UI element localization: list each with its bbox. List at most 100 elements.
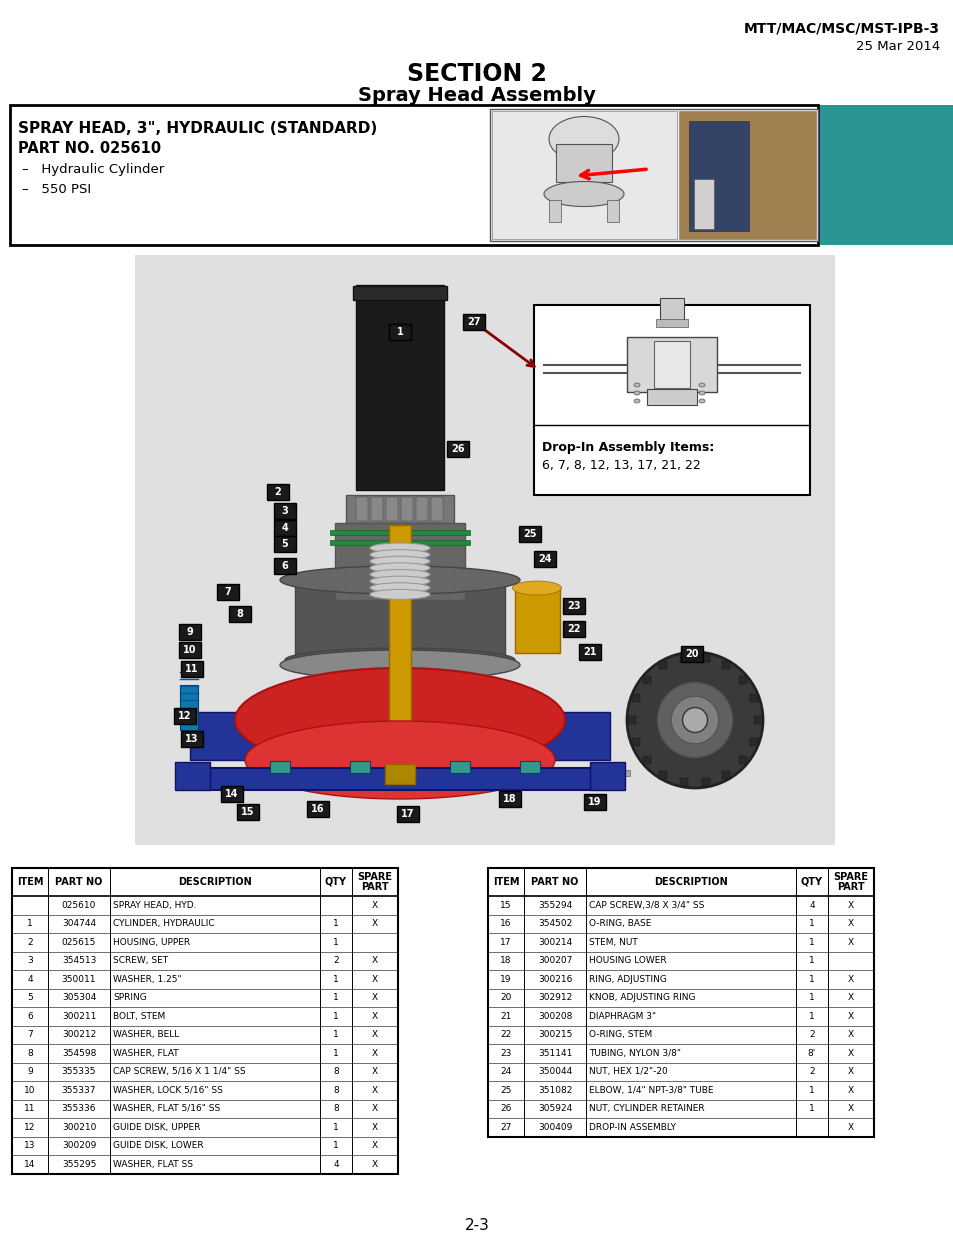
- Text: X: X: [847, 974, 853, 984]
- Text: X: X: [372, 919, 377, 929]
- Text: X: X: [847, 1086, 853, 1094]
- Bar: [578, 643, 600, 659]
- Text: MTT/MAC/MSC/MST-IPB-3: MTT/MAC/MSC/MST-IPB-3: [743, 22, 939, 36]
- Text: 1: 1: [808, 1104, 814, 1113]
- Text: 300215: 300215: [537, 1030, 572, 1039]
- Bar: [498, 790, 520, 806]
- Text: O-RING, BASE: O-RING, BASE: [588, 919, 651, 929]
- Text: 350011: 350011: [62, 974, 96, 984]
- Text: 21: 21: [582, 647, 597, 657]
- Ellipse shape: [370, 543, 430, 553]
- Ellipse shape: [370, 589, 430, 599]
- Text: 13: 13: [185, 734, 198, 743]
- Text: X: X: [372, 993, 377, 1003]
- Bar: [679, 778, 687, 785]
- Text: 16: 16: [311, 804, 324, 814]
- Bar: [180, 685, 198, 730]
- Text: 300211: 300211: [62, 1011, 96, 1021]
- Ellipse shape: [285, 648, 515, 672]
- Bar: [679, 655, 687, 662]
- Text: 26: 26: [499, 1104, 511, 1113]
- Text: 25: 25: [522, 529, 537, 538]
- Bar: [721, 771, 730, 778]
- Text: 300214: 300214: [537, 937, 572, 947]
- Bar: [350, 761, 370, 773]
- Bar: [294, 580, 504, 659]
- Text: 1: 1: [333, 974, 338, 984]
- Text: 351141: 351141: [537, 1049, 572, 1057]
- Ellipse shape: [370, 556, 430, 567]
- Text: DESCRIPTION: DESCRIPTION: [654, 877, 727, 887]
- Text: 4: 4: [333, 1160, 338, 1168]
- Bar: [490, 109, 817, 241]
- Bar: [450, 761, 470, 773]
- Bar: [396, 806, 418, 823]
- Ellipse shape: [234, 668, 564, 772]
- Bar: [274, 558, 295, 574]
- Bar: [173, 708, 195, 724]
- Text: 25 Mar 2014: 25 Mar 2014: [855, 40, 939, 53]
- Bar: [739, 757, 746, 764]
- Ellipse shape: [657, 683, 732, 757]
- Text: SCREW, SET: SCREW, SET: [112, 956, 168, 966]
- Bar: [534, 305, 809, 495]
- Text: X: X: [372, 1049, 377, 1057]
- Text: PART NO: PART NO: [55, 877, 103, 887]
- Text: QTY: QTY: [325, 877, 347, 887]
- Bar: [307, 802, 329, 818]
- Bar: [688, 121, 748, 231]
- Text: X: X: [372, 1086, 377, 1094]
- Bar: [181, 731, 203, 747]
- Text: SPRING: SPRING: [112, 993, 147, 1003]
- Text: X: X: [847, 1104, 853, 1113]
- Text: SECTION 2: SECTION 2: [407, 62, 546, 86]
- Bar: [386, 496, 397, 521]
- Bar: [519, 713, 609, 760]
- Bar: [642, 676, 650, 683]
- Bar: [642, 757, 650, 764]
- Bar: [371, 496, 382, 521]
- Text: WASHER, 1.25": WASHER, 1.25": [112, 974, 181, 984]
- Text: SPARE: SPARE: [357, 872, 392, 882]
- Bar: [216, 584, 239, 600]
- Text: 14: 14: [24, 1160, 35, 1168]
- Bar: [330, 540, 470, 545]
- Bar: [519, 761, 539, 773]
- Text: GUIDE DISK, UPPER: GUIDE DISK, UPPER: [112, 1123, 200, 1131]
- Text: –   Hydraulic Cylinder: – Hydraulic Cylinder: [22, 163, 164, 177]
- Text: KNOB, ADJUSTING RING: KNOB, ADJUSTING RING: [588, 993, 695, 1003]
- Text: 8: 8: [333, 1104, 338, 1113]
- Bar: [267, 484, 289, 500]
- Text: 025610: 025610: [62, 900, 96, 910]
- Text: 5: 5: [281, 538, 288, 550]
- Text: 6: 6: [27, 1011, 32, 1021]
- Text: 8: 8: [333, 1086, 338, 1094]
- Ellipse shape: [370, 569, 430, 579]
- Text: 1: 1: [808, 1086, 814, 1094]
- Bar: [659, 771, 667, 778]
- Bar: [274, 503, 295, 519]
- Text: DROP-IN ASSEMBLY: DROP-IN ASSEMBLY: [588, 1123, 676, 1131]
- Text: PART NO: PART NO: [531, 877, 578, 887]
- Ellipse shape: [634, 399, 639, 403]
- Text: 300212: 300212: [62, 1030, 96, 1039]
- Text: HOUSING LOWER: HOUSING LOWER: [588, 956, 666, 966]
- Text: 12: 12: [24, 1123, 35, 1131]
- Bar: [562, 621, 584, 637]
- Text: 2: 2: [808, 1067, 814, 1076]
- Text: 300216: 300216: [537, 974, 572, 984]
- Text: 10: 10: [183, 645, 196, 655]
- Text: 355294: 355294: [537, 900, 572, 910]
- Text: X: X: [372, 1104, 377, 1113]
- Bar: [274, 536, 295, 552]
- Text: 19: 19: [588, 797, 601, 806]
- Bar: [221, 785, 243, 802]
- Text: 302912: 302912: [537, 993, 572, 1003]
- Text: PART: PART: [837, 882, 864, 892]
- Text: BOLT, STEM: BOLT, STEM: [112, 1011, 165, 1021]
- Ellipse shape: [280, 566, 519, 594]
- Bar: [205, 768, 595, 790]
- Text: QTY: QTY: [801, 877, 822, 887]
- Text: TUBING, NYLON 3/8": TUBING, NYLON 3/8": [588, 1049, 680, 1057]
- Bar: [335, 522, 464, 600]
